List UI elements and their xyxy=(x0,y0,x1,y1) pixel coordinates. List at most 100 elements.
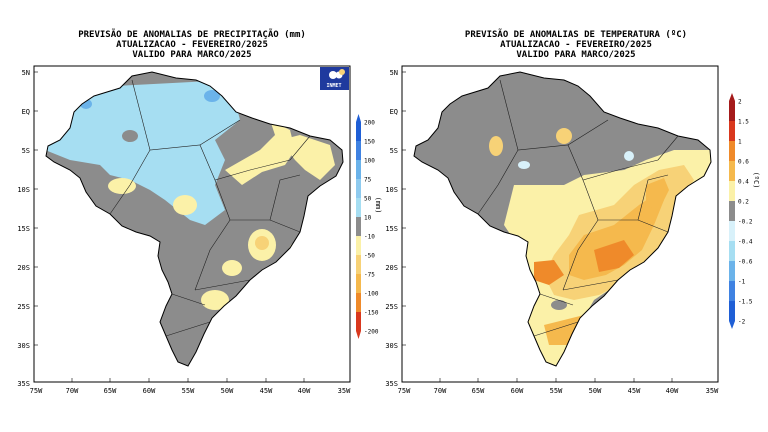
state-borders xyxy=(477,79,679,337)
temperature-map-panel: PREVISÃO DE ANOMALIAS DE TEMPERATURA (ºC… xyxy=(384,0,768,432)
colorbar-tick-label: -0.6 xyxy=(738,259,753,266)
colorbar-swatch xyxy=(356,198,361,217)
temp-title-line1: PREVISÃO DE ANOMALIAS DE TEMPERATURA (ºC… xyxy=(464,30,688,40)
colorbar-top-arrow xyxy=(356,114,361,122)
lon-label: 65W xyxy=(472,387,485,395)
precipitation-map-panel: PREVISÃO DE ANOMALIAS DE PRECIPITAÇÃO (m… xyxy=(17,30,382,395)
colorbar-swatch xyxy=(729,181,735,201)
colorbar-tick-label: -150 xyxy=(364,310,379,317)
colorbar-swatch xyxy=(356,141,361,160)
colorbar-tick-label: -100 xyxy=(364,291,379,298)
colorbar-tick-label: 1.5 xyxy=(738,119,749,126)
lon-label: 55W xyxy=(550,387,563,395)
lon-axis: 75W 70W 65W 60W 55W 50W 45W 40W 35W xyxy=(30,387,351,395)
colorbar-tick-label: 10 xyxy=(364,215,372,222)
colorbar-swatch xyxy=(356,236,361,255)
lat-label: 10S xyxy=(17,186,30,194)
colorbar-swatch xyxy=(729,261,735,281)
lat-label: 30S xyxy=(385,342,398,350)
colorbar-bottom-arrow xyxy=(729,321,735,329)
colorbar-swatch xyxy=(729,281,735,301)
colorbar-tick-label: 150 xyxy=(364,139,375,146)
precip-title-line2: ATUALIZACAO - FEVEREIRO/2025 xyxy=(116,40,268,50)
temp-colorbar: 2 1.5 1 0.6 0.4 0.2 -0.2 -0.4 -0.6 -1 -1.5 -2 xyxy=(729,93,753,329)
colorbar-tick-label: 0.2 xyxy=(738,199,749,206)
lat-label: 35S xyxy=(17,380,30,388)
brazil-outline xyxy=(413,71,712,367)
colorbar-swatch xyxy=(729,201,735,221)
colorbar-swatch xyxy=(356,217,361,236)
lat-axis: 5N EQ 5S 10S 15S 20S 25S 30S 35S xyxy=(385,69,398,388)
state-borders xyxy=(109,79,311,337)
lat-label: 5S xyxy=(390,147,398,155)
inmet-logo-text: INMET xyxy=(326,83,341,89)
colorbar-tick-label: -1 xyxy=(738,279,746,286)
colorbar-tick-label: -0.4 xyxy=(738,239,753,246)
colorbar-tick-label: 0.6 xyxy=(738,159,749,166)
colorbar-tick-label: -50 xyxy=(364,253,375,260)
inmet-logo: INMET xyxy=(320,67,349,90)
colorbar-swatch xyxy=(729,161,735,181)
colorbar-swatch xyxy=(356,312,361,331)
lon-label: 45W xyxy=(628,387,641,395)
colorbar-tick-label: 100 xyxy=(364,158,375,165)
temperature-map: 5N EQ 5S 10S 15S 20S 25S 30S 35S 75W 70W… xyxy=(385,65,760,395)
lat-label: 5S xyxy=(22,147,30,155)
lat-axis: 5N EQ 5S 10S 15S 20S 25S 30S 35S xyxy=(17,69,30,388)
lat-label: 25S xyxy=(385,303,398,311)
lat-label: 25S xyxy=(17,303,30,311)
colorbar-swatch xyxy=(356,293,361,312)
lon-label: 60W xyxy=(143,387,156,395)
lat-label: 20S xyxy=(17,264,30,272)
lon-label: 35W xyxy=(706,387,719,395)
lat-label: 5N xyxy=(390,69,398,77)
lon-label: 35W xyxy=(338,387,351,395)
colorbar-swatch xyxy=(729,101,735,121)
colorbar-bottom-arrow xyxy=(356,331,361,339)
lat-label: 5N xyxy=(22,69,30,77)
colorbar-swatch xyxy=(356,160,361,179)
colorbar-tick-label: -0.2 xyxy=(738,219,753,226)
colorbar-top-arrow xyxy=(729,93,735,101)
lon-label: 55W xyxy=(182,387,195,395)
colorbar-swatch xyxy=(729,221,735,241)
precip-title-line3: VALIDO PARA MARCO/2025 xyxy=(132,50,252,60)
lon-label: 40W xyxy=(666,387,679,395)
colorbar-tick-label: -200 xyxy=(364,329,379,336)
lat-label: 10S xyxy=(385,186,398,194)
precipitation-map: INMET 5N EQ 5S 10S 15S 20S 25S 30S 35S 7… xyxy=(17,65,382,395)
lat-label: 20S xyxy=(385,264,398,272)
colorbar-swatch xyxy=(356,122,361,141)
lon-label: 40W xyxy=(298,387,311,395)
colorbar-tick-label: 50 xyxy=(364,196,372,203)
colorbar-tick-label: -2 xyxy=(738,319,746,326)
precip-unit-label: (mm) xyxy=(374,197,382,214)
colorbar-swatch xyxy=(729,121,735,141)
lat-label: 15S xyxy=(17,225,30,233)
colorbar-swatch xyxy=(729,141,735,161)
lon-label: 70W xyxy=(434,387,447,395)
lon-label: 75W xyxy=(30,387,43,395)
lat-label: 15S xyxy=(385,225,398,233)
lon-label: 50W xyxy=(221,387,234,395)
precip-title-line1: PREVISÃO DE ANOMALIAS DE PRECIPITAÇÃO (m… xyxy=(78,30,306,40)
colorbar-swatch xyxy=(729,241,735,261)
lon-label: 45W xyxy=(260,387,273,395)
lat-label: 35S xyxy=(385,380,398,388)
lon-axis: 75W 70W 65W 60W 55W 50W 45W 40W 35W xyxy=(398,387,719,395)
lat-label: EQ xyxy=(22,108,30,116)
temp-title-line3: VALIDO PARA MARCO/2025 xyxy=(516,50,636,60)
brazil-outline xyxy=(45,71,344,367)
colorbar-swatch xyxy=(356,274,361,293)
lat-label: 30S xyxy=(17,342,30,350)
colorbar-tick-label: 2 xyxy=(738,99,742,106)
colorbar-tick-label: 200 xyxy=(364,120,375,127)
precip-colorbar: 200 150 100 75 50 10 -10 -50 -75 -100 -150 -200 xyxy=(356,114,379,339)
colorbar-tick-label: 0.4 xyxy=(738,179,749,186)
colorbar-tick-label: -75 xyxy=(364,272,375,279)
colorbar-swatch xyxy=(356,255,361,274)
colorbar-tick-label: 75 xyxy=(364,177,372,184)
axis-ticks xyxy=(34,71,305,382)
temp-title-line2: ATUALIZACAO - FEVEREIRO/2025 xyxy=(500,40,652,50)
colorbar-tick-label: -10 xyxy=(364,234,375,241)
